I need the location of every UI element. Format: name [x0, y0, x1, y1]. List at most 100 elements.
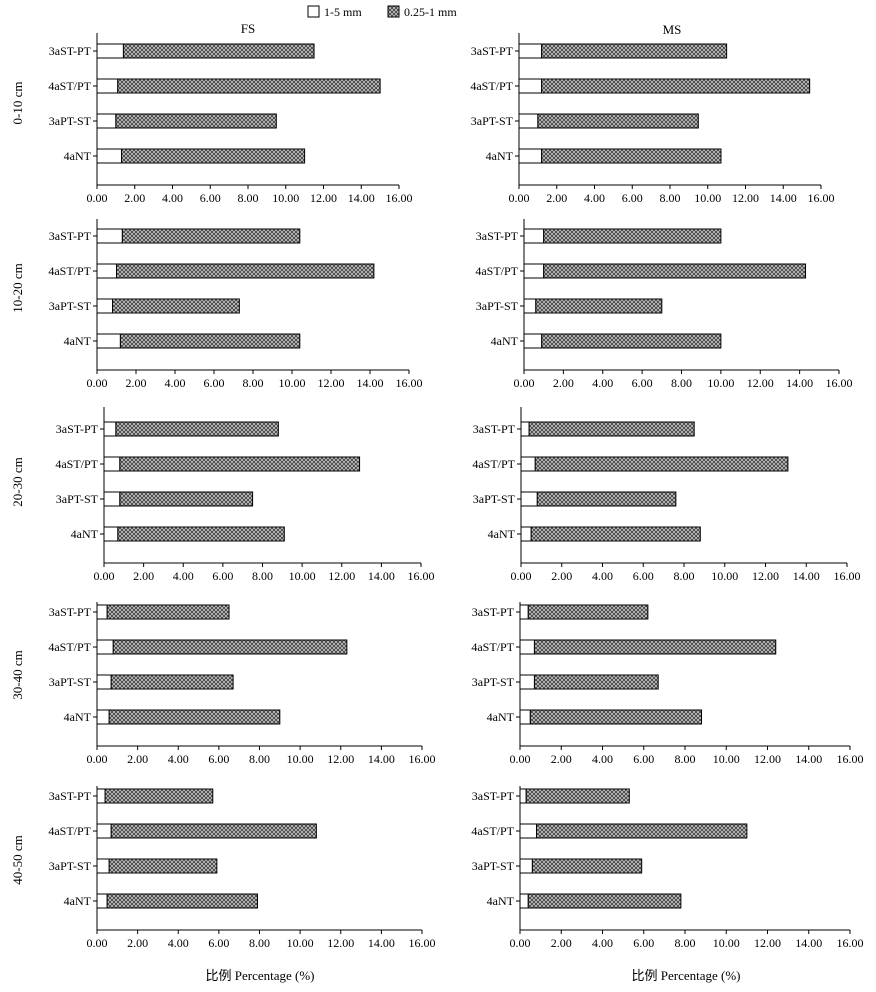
- panel-fs-10-20cm: 0.00 2.00 4.00 6.00 8.00 10.00 12.00 14.00 16.00…: [48, 219, 422, 390]
- x-tick-label: 8.00: [675, 936, 696, 950]
- x-tick-label: 2.00: [551, 752, 572, 766]
- x-tick-label: 8.00: [660, 191, 681, 205]
- bar-segment-1-5mm: [97, 675, 111, 689]
- bar-segment-0.25-1mm: [538, 114, 698, 128]
- bar-segment-1-5mm: [519, 79, 542, 93]
- bar-segment-0.25-1mm: [534, 675, 658, 689]
- bar-segment-1-5mm: [97, 44, 123, 58]
- bar-segment-1-5mm: [524, 229, 544, 243]
- x-tick-label: 4.00: [592, 569, 613, 583]
- column-title-fs: FS: [241, 21, 255, 36]
- bar-segment-0.25-1mm: [107, 605, 229, 619]
- category-label: 3aPT-ST: [49, 299, 92, 313]
- bar-segment-0.25-1mm: [544, 229, 721, 243]
- panels: 0.00 2.00 4.00 6.00 8.00 10.00 12.00 14.00 16.00…: [48, 33, 863, 950]
- bar-segment-0.25-1mm: [528, 605, 648, 619]
- x-tick-label: 14.00: [795, 936, 822, 950]
- bar-segment-0.25-1mm: [111, 675, 233, 689]
- bar-segment-0.25-1mm: [113, 640, 347, 654]
- bar-segment-1-5mm: [97, 640, 113, 654]
- category-label: 4aNT: [486, 149, 514, 163]
- category-label: 4aNT: [64, 334, 92, 348]
- x-tick-label: 6.00: [208, 752, 229, 766]
- x-tick-label: 10.00: [287, 936, 314, 950]
- bar-segment-1-5mm: [97, 710, 109, 724]
- x-tick-label: 10.00: [707, 376, 734, 390]
- x-tick-label: 2.00: [546, 191, 567, 205]
- category-label: 4aNT: [64, 710, 92, 724]
- category-label: 3aPT-ST: [472, 859, 515, 873]
- bar-segment-1-5mm: [520, 640, 534, 654]
- legend-swatch-large: [388, 6, 399, 17]
- bar-segment-0.25-1mm: [123, 44, 314, 58]
- category-label: 3aST-PT: [476, 229, 519, 243]
- x-tick-label: 16.00: [834, 569, 861, 583]
- bar-segment-0.25-1mm: [118, 527, 284, 541]
- x-tick-label: 0.00: [510, 936, 531, 950]
- bar-segment-0.25-1mm: [122, 149, 305, 163]
- x-tick-label: 14.00: [793, 569, 820, 583]
- bar-segment-0.25-1mm: [535, 457, 788, 471]
- row-label-0-10: 0-10 cm: [10, 82, 25, 125]
- x-tick-label: 12.00: [754, 936, 781, 950]
- bar-segment-1-5mm: [520, 859, 532, 873]
- bar-segment-0.25-1mm: [111, 824, 316, 838]
- x-tick-label: 4.00: [592, 376, 613, 390]
- x-tick-label: 14.00: [368, 936, 395, 950]
- panel-ms-20-30cm: 0.00 2.00 4.00 6.00 8.00 10.00 12.00 14.00 16.00…: [472, 407, 860, 583]
- category-label: 4aST/PT: [48, 79, 91, 93]
- bar-segment-1-5mm: [524, 299, 536, 313]
- bar-segment-1-5mm: [519, 149, 542, 163]
- category-label: 4aNT: [488, 527, 516, 541]
- column-title-ms: MS: [663, 22, 682, 37]
- x-tick-label: 2.00: [124, 191, 145, 205]
- category-label: 4aNT: [487, 894, 515, 908]
- bar-segment-1-5mm: [519, 114, 538, 128]
- bar-segment-0.25-1mm: [542, 44, 727, 58]
- bar-segment-0.25-1mm: [113, 299, 240, 313]
- legend: 1-5 mm 0.25-1 mm: [308, 5, 457, 19]
- x-tick-label: 4.00: [168, 936, 189, 950]
- x-tick-label: 0.00: [94, 569, 115, 583]
- panel-ms-10-20cm: 0.00 2.00 4.00 6.00 8.00 10.00 12.00 14.00 16.00…: [475, 219, 852, 390]
- category-label: 3aST-PT: [473, 422, 516, 436]
- bar-segment-0.25-1mm: [530, 710, 701, 724]
- x-tick-label: 4.00: [165, 376, 186, 390]
- bar-segment-0.25-1mm: [122, 229, 299, 243]
- bar-segment-1-5mm: [519, 44, 542, 58]
- bar-segment-1-5mm: [104, 527, 118, 541]
- x-tick-label: 6.00: [633, 752, 654, 766]
- category-label: 4aST/PT: [470, 79, 513, 93]
- x-tick-label: 10.00: [694, 191, 721, 205]
- x-tick-label: 2.00: [551, 569, 572, 583]
- bar-segment-0.25-1mm: [109, 859, 217, 873]
- legend-label-large: 0.25-1 mm: [404, 5, 457, 19]
- bar-segment-1-5mm: [520, 789, 526, 803]
- x-tick-label: 2.00: [127, 936, 148, 950]
- x-tick-label: 6.00: [204, 376, 225, 390]
- bar-segment-1-5mm: [97, 299, 113, 313]
- bar-segment-1-5mm: [521, 422, 529, 436]
- x-tick-label: 4.00: [162, 191, 183, 205]
- bar-segment-0.25-1mm: [526, 789, 629, 803]
- category-label: 3aPT-ST: [473, 492, 516, 506]
- x-tick-label: 16.00: [808, 191, 835, 205]
- category-label: 4aST/PT: [48, 264, 91, 278]
- x-tick-label: 16.00: [396, 376, 423, 390]
- x-tick-label: 6.00: [212, 569, 233, 583]
- bar-segment-0.25-1mm: [528, 894, 681, 908]
- bar-segment-1-5mm: [520, 894, 528, 908]
- category-label: 3aPT-ST: [49, 675, 92, 689]
- x-tick-label: 8.00: [674, 569, 695, 583]
- row-label-20-30: 20-30 cm: [10, 457, 25, 506]
- category-label: 4aNT: [64, 894, 92, 908]
- x-tick-label: 2.00: [126, 376, 147, 390]
- category-label: 4aNT: [71, 527, 99, 541]
- bar-segment-0.25-1mm: [542, 79, 810, 93]
- x-tick-label: 6.00: [633, 569, 654, 583]
- category-label: 3aPT-ST: [56, 492, 99, 506]
- bar-segment-0.25-1mm: [116, 114, 276, 128]
- bar-segment-1-5mm: [97, 859, 109, 873]
- x-tick-label: 8.00: [243, 376, 264, 390]
- x-tick-label: 10.00: [287, 752, 314, 766]
